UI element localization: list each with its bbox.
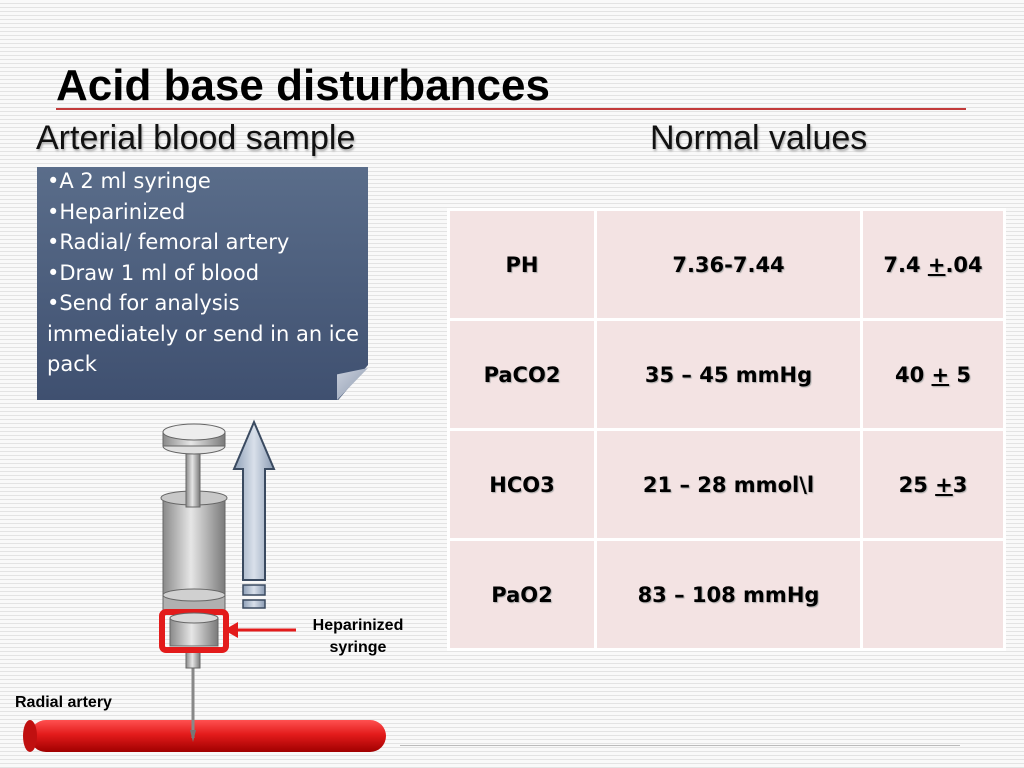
up-arrow-icon bbox=[232, 419, 276, 609]
footer-divider bbox=[400, 745, 960, 746]
left-arrow-icon bbox=[224, 622, 296, 638]
note-list: •A 2 ml syringe •Heparinized •Radial/ fe… bbox=[47, 166, 362, 380]
note-item: •Draw 1 ml of blood bbox=[47, 260, 260, 285]
mean-cell bbox=[860, 538, 1006, 651]
table-row: HCO3 21 – 28 mmol\l 25 +3 bbox=[447, 428, 1006, 541]
range-cell: 35 – 45 mmHg bbox=[594, 318, 863, 431]
note-item: •Send for analysis immediately or send i… bbox=[47, 291, 360, 376]
range-cell: 21 – 28 mmol\l bbox=[594, 428, 863, 541]
mean-value: 25 bbox=[898, 472, 936, 497]
mean-cell: 25 +3 bbox=[860, 428, 1006, 541]
range-cell: 83 – 108 mmHg bbox=[594, 538, 863, 651]
table-row: PH 7.36-7.44 7.4 +.04 bbox=[447, 208, 1006, 321]
slide-title: Acid base disturbances bbox=[56, 61, 550, 110]
title-underline bbox=[56, 108, 966, 110]
mean-deviation: 3 bbox=[952, 472, 968, 497]
plus-minus-sign: + bbox=[931, 362, 950, 387]
range-cell: 7.36-7.44 bbox=[594, 208, 863, 321]
heparinized-syringe-label: Heparinized syringe bbox=[298, 615, 418, 659]
table-row: PaCO2 35 – 45 mmHg 40 + 5 bbox=[447, 318, 1006, 431]
plus-minus-sign: + bbox=[927, 252, 946, 277]
label-line: syringe bbox=[329, 639, 387, 656]
mean-cell: 7.4 +.04 bbox=[860, 208, 1006, 321]
note-item: •Radial/ femoral artery bbox=[47, 230, 290, 254]
plus-minus-sign: + bbox=[935, 472, 953, 497]
param-cell: PaCO2 bbox=[447, 318, 597, 431]
mean-deviation: .04 bbox=[945, 252, 983, 277]
note-item: •Heparinized bbox=[47, 199, 186, 224]
left-heading: Arterial blood sample bbox=[36, 119, 356, 157]
mean-cell: 40 + 5 bbox=[860, 318, 1006, 431]
param-cell: PaO2 bbox=[447, 538, 597, 651]
param-cell: HCO3 bbox=[447, 428, 597, 541]
note-item: •A 2 ml syringe bbox=[47, 169, 211, 193]
table-row: PaO2 83 – 108 mmHg bbox=[447, 538, 1006, 651]
param-cell: PH bbox=[447, 208, 597, 321]
artery-tube-icon bbox=[23, 720, 386, 752]
note-box bbox=[37, 167, 368, 400]
mean-value: 7.4 bbox=[883, 252, 928, 277]
mean-deviation: 5 bbox=[949, 362, 972, 387]
mean-value: 40 bbox=[894, 362, 932, 387]
normal-values-table: PH 7.36-7.44 7.4 +.04 PaCO2 35 – 45 mmHg… bbox=[447, 208, 1006, 651]
right-heading: Normal values bbox=[650, 119, 868, 157]
label-line: Heparinized bbox=[312, 617, 404, 634]
syringe-icon bbox=[159, 423, 229, 742]
radial-artery-label: Radial artery bbox=[15, 694, 112, 711]
